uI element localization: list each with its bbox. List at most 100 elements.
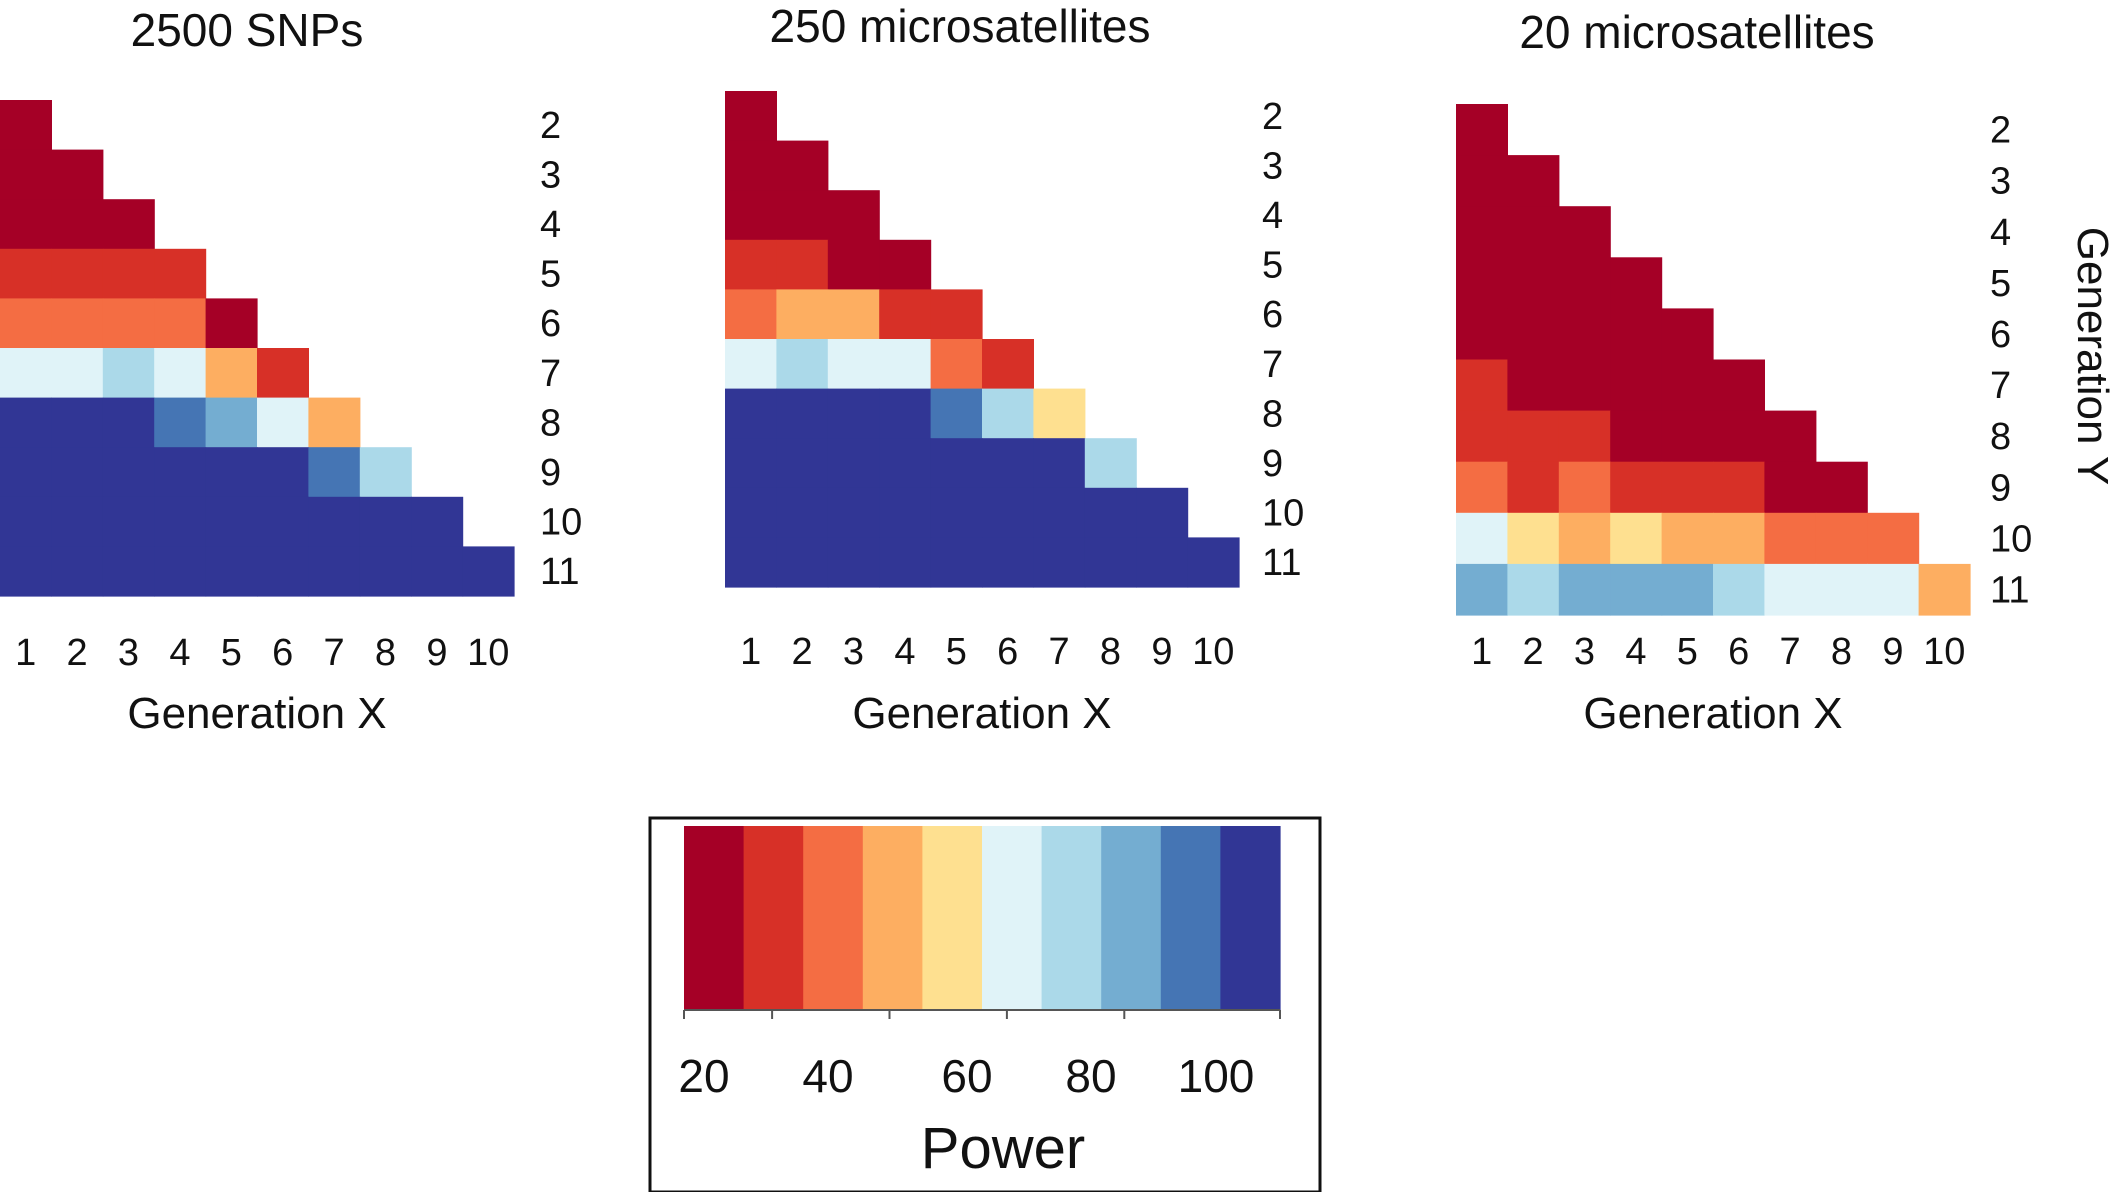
heatmap-cell xyxy=(154,248,207,299)
heatmap-cell xyxy=(308,546,361,597)
y-tick-label: 11 xyxy=(1262,542,1301,584)
heatmap-cell xyxy=(154,447,207,498)
x-tick-label: 6 xyxy=(997,631,1018,673)
x-tick-label: 8 xyxy=(1831,631,1852,673)
legend-tick-label: 20 xyxy=(678,1050,729,1102)
x-axis-label: Generation X xyxy=(127,689,386,738)
heatmap-cell xyxy=(51,496,104,547)
x-tick-label: 3 xyxy=(118,632,139,674)
heatmap-cell xyxy=(1764,410,1817,463)
y-tick-label: 7 xyxy=(1990,365,2011,407)
y-tick-label: 3 xyxy=(1262,145,1283,187)
heatmap-cell xyxy=(776,289,829,340)
y-tick-label: 3 xyxy=(1990,161,2011,203)
heatmap-cell xyxy=(257,348,309,399)
legend-tick-label: 60 xyxy=(941,1050,992,1102)
heatmap-cell xyxy=(102,496,155,547)
heatmap-cell xyxy=(1507,410,1560,463)
heatmap-cell xyxy=(102,546,155,597)
heatmap-cell xyxy=(930,438,983,489)
heatmap-cell xyxy=(1713,461,1765,514)
heatmap-cell xyxy=(1456,308,1508,361)
heatmap-cell xyxy=(51,149,104,200)
heatmap-cell xyxy=(1507,308,1560,361)
heatmap-cell xyxy=(725,438,777,489)
heatmap-cell xyxy=(1456,104,1508,156)
heatmap-cell xyxy=(827,537,880,588)
heatmap-cell xyxy=(51,348,104,399)
legend-swatch xyxy=(684,826,745,1010)
heatmap-cell xyxy=(0,397,52,448)
x-tick-label: 2 xyxy=(1523,631,1544,673)
heatmap-cell xyxy=(0,348,52,399)
legend-swatch xyxy=(1041,826,1102,1010)
heatmap-cell xyxy=(1456,206,1508,258)
heatmap-cell xyxy=(1456,410,1508,463)
heatmap-cell xyxy=(0,248,52,299)
y-tick-label: 5 xyxy=(540,254,561,296)
heatmap-cell xyxy=(725,140,777,191)
heatmap-cell xyxy=(725,487,777,538)
heatmap-cell xyxy=(827,438,880,489)
heatmap-cell xyxy=(725,537,777,588)
heatmap-cell xyxy=(1661,563,1714,616)
legend-tick-label: 80 xyxy=(1065,1050,1116,1102)
heatmap-cell xyxy=(257,496,309,547)
heatmap-cell xyxy=(776,487,829,538)
y-tick-label: 2 xyxy=(1262,96,1283,138)
heatmap-cell xyxy=(51,397,104,448)
heatmap-cell xyxy=(1507,359,1560,412)
heatmap-cell xyxy=(1867,563,1920,616)
heatmap-cell xyxy=(879,339,932,390)
heatmap-cell xyxy=(205,348,258,399)
heatmap-cell xyxy=(982,487,1034,538)
heatmap-cell xyxy=(1661,359,1714,412)
heatmap-cell xyxy=(51,447,104,498)
legend-frame xyxy=(648,816,1322,1192)
heatmap-cell xyxy=(411,546,464,597)
heatmap-cell xyxy=(982,388,1034,439)
y-tick-label: 5 xyxy=(1262,245,1283,287)
heatmap-cell xyxy=(1713,359,1765,412)
heatmap-cell xyxy=(1084,537,1137,588)
heatmap-cell xyxy=(776,388,829,439)
heatmap-cell xyxy=(154,298,207,349)
heatmap-cell xyxy=(1084,438,1137,489)
legend-swatch xyxy=(1160,826,1221,1010)
heatmap-cell xyxy=(1456,257,1508,309)
y-tick-label: 7 xyxy=(1262,344,1283,386)
heatmap-cell xyxy=(827,190,880,241)
heatmap-cell xyxy=(725,91,777,142)
heatmap-cell xyxy=(1507,206,1560,258)
heatmap-cell xyxy=(725,388,777,439)
y-tick-label: 10 xyxy=(1990,518,2032,560)
heatmap-cell xyxy=(879,537,932,588)
heatmap-cell xyxy=(776,190,829,241)
heatmap-cell xyxy=(1558,308,1611,361)
x-tick-label: 8 xyxy=(1100,631,1121,673)
legend-swatch xyxy=(1220,826,1281,1010)
heatmap-cell xyxy=(51,546,104,597)
x-tick-label: 7 xyxy=(1049,631,1070,673)
heatmap-cell xyxy=(1661,308,1714,361)
heatmap-cell xyxy=(776,140,829,191)
x-tick-label: 1 xyxy=(1471,631,1492,673)
heatmap-cell xyxy=(879,239,932,290)
heatmap-cell xyxy=(102,199,155,250)
x-tick-label: 8 xyxy=(375,632,396,674)
y-tick-label: 4 xyxy=(540,204,561,246)
heatmap-cell xyxy=(776,438,829,489)
legend-swatch xyxy=(1101,826,1162,1010)
y-tick-label: 2 xyxy=(1990,110,2011,152)
heatmap-cell xyxy=(930,487,983,538)
heatmap-cells xyxy=(1456,104,1971,616)
heatmap-cell xyxy=(257,397,309,448)
heatmap-cell xyxy=(827,289,880,340)
heatmap-cell xyxy=(930,339,983,390)
heatmap-cell xyxy=(257,546,309,597)
x-tick-label: 9 xyxy=(1151,631,1172,673)
heatmap-cell xyxy=(1084,487,1137,538)
